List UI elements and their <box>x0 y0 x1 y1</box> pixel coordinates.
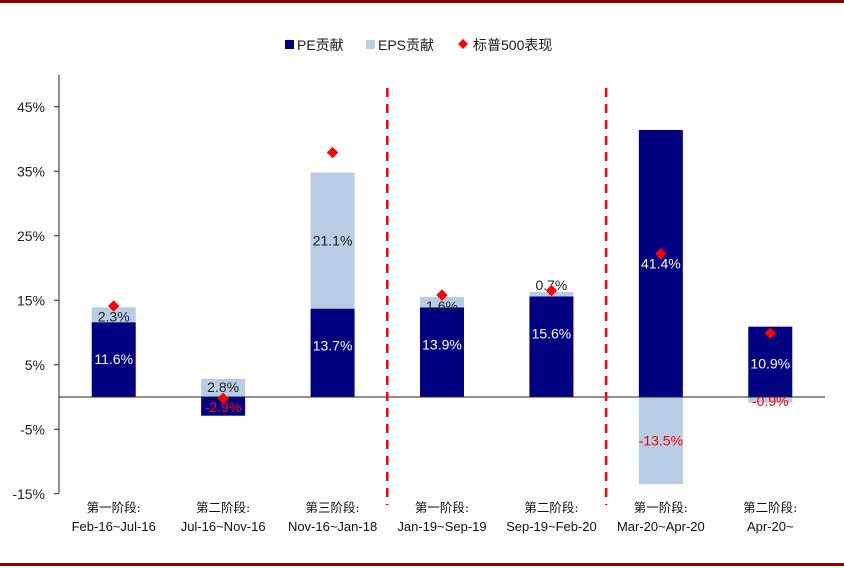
sp500-marker <box>217 392 229 404</box>
eps-data-label: 1.6% <box>426 298 458 314</box>
y-tick-label: -15% <box>12 486 45 502</box>
eps-bar <box>748 397 793 403</box>
legend-label-eps: EPS贡献 <box>378 37 434 53</box>
eps-bar <box>201 378 246 397</box>
x-category-label-line1: 第一阶段: <box>415 500 469 515</box>
pe-data-label: 11.6% <box>94 351 133 367</box>
x-category-label-line1: 第三阶段: <box>305 500 359 515</box>
eps-data-label: -13.5% <box>639 433 683 449</box>
legend: PE贡献 EPS贡献 标普500表现 <box>285 37 552 53</box>
x-category-label-line1: 第二阶段: <box>743 500 797 515</box>
y-tick-label: 5% <box>25 357 45 373</box>
x-category-label-line2: Jul-16~Nov-16 <box>181 519 266 534</box>
eps-bar <box>310 172 355 309</box>
pe-bar <box>91 322 136 397</box>
pe-data-label: 13.9% <box>422 336 462 352</box>
sp500-marker <box>545 284 558 297</box>
x-category-label-line2: Apr-20~ <box>747 519 794 534</box>
top-border <box>0 0 844 3</box>
pe-data-label: 13.7% <box>313 338 353 354</box>
eps-data-label: 2.3% <box>98 308 130 324</box>
pe-data-label: -2.9% <box>205 399 242 415</box>
pe-bar <box>201 397 246 416</box>
x-category-label-line2: Nov-16~Jan-18 <box>288 519 377 534</box>
eps-data-label: 21.1% <box>313 233 353 249</box>
sp500-marker <box>655 248 667 260</box>
bottom-border <box>0 563 844 566</box>
pe-data-label: 15.6% <box>532 325 572 341</box>
x-category-label-line2: Mar-20~Apr-20 <box>617 519 705 534</box>
y-tick-label: 15% <box>17 292 45 308</box>
pe-data-label: 10.9% <box>750 356 790 372</box>
x-category-label-line2: Sep-19~Feb-20 <box>506 519 597 534</box>
eps-bar <box>91 307 136 323</box>
x-category-label-line2: Jan-19~Sep-19 <box>397 519 486 534</box>
eps-data-label: -0.9% <box>752 393 789 409</box>
sp500-marker <box>326 146 339 159</box>
legend-marker-sp500 <box>458 39 468 49</box>
x-category-label-line2: Feb-16~Jul-16 <box>72 519 156 534</box>
legend-swatch-eps <box>366 40 375 49</box>
pe-bar <box>638 129 683 397</box>
eps-bar <box>420 297 464 308</box>
y-tick-label: 45% <box>17 99 45 115</box>
sp500-marker <box>764 327 776 339</box>
x-category-label-line1: 第一阶段: <box>634 500 688 515</box>
pe-data-label: 41.4% <box>641 255 681 271</box>
y-tick-label: 35% <box>17 163 45 179</box>
eps-bar <box>638 397 683 485</box>
y-tick-label: 25% <box>17 228 45 244</box>
pe-bar <box>529 296 574 397</box>
eps-data-label: 2.8% <box>207 379 239 395</box>
sp500-marker <box>436 289 448 301</box>
pe-bar <box>420 307 464 397</box>
eps-data-label: 0.7% <box>535 277 567 293</box>
plot-area: 45% 35% 25% 15% 5% -5% -15% 第一阶段: Feb-16~Jul-16 第… <box>12 75 825 534</box>
pe-bar <box>310 308 355 397</box>
x-category-label-line1: 第二阶段: <box>524 500 578 515</box>
legend-swatch-pe <box>285 40 294 49</box>
y-tick-label: -5% <box>20 421 45 437</box>
x-category-label-line1: 第二阶段: <box>196 500 250 515</box>
legend-label-sp500: 标普500表现 <box>473 37 552 53</box>
legend-label-pe: PE贡献 <box>297 37 344 53</box>
x-category-label-line1: 第一阶段: <box>87 500 141 515</box>
